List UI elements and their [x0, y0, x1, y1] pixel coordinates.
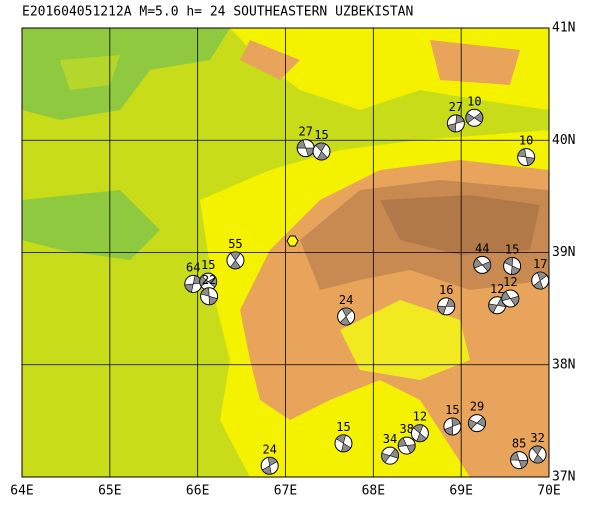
lat-label: 41N	[552, 21, 575, 36]
depth-label: 85	[512, 437, 526, 451]
focal-mechanism	[397, 436, 416, 455]
focal-mechanism	[531, 271, 550, 290]
beachball-compression	[229, 251, 241, 270]
beachball-compression	[501, 290, 520, 307]
beachball-compression	[437, 298, 456, 315]
focal-mechanism	[501, 289, 520, 308]
depth-label: 34	[383, 432, 397, 446]
focal-mechanism	[296, 139, 315, 158]
focal-mechanism	[200, 287, 219, 306]
focal-mechanism	[260, 456, 279, 475]
depth-label: 29	[470, 400, 484, 414]
map-frame	[21, 27, 550, 478]
beachball-compression	[199, 275, 218, 288]
focal-mechanism	[443, 417, 462, 436]
lat-label: 38N	[552, 357, 575, 372]
lat-label: 39N	[552, 245, 575, 260]
focal-mechanism	[184, 274, 203, 293]
depth-label: 24	[339, 293, 353, 307]
focal-mechanism	[528, 445, 547, 464]
beachball-compression	[468, 416, 486, 430]
beachball-compression	[315, 142, 328, 161]
beachball-compression	[447, 114, 465, 133]
depth-label: 22	[202, 273, 216, 287]
lon-label: 70E	[537, 484, 560, 499]
beachball-compression	[503, 257, 521, 275]
lon-label: 64E	[10, 484, 33, 499]
focal-mechanism	[381, 446, 400, 465]
depth-label: 27	[298, 125, 312, 139]
depth-label: 38	[399, 422, 413, 436]
beachball-compression	[339, 307, 353, 326]
depth-label: 27	[449, 100, 463, 114]
focal-mechanism	[510, 451, 529, 470]
focal-mechanism	[446, 114, 465, 133]
depth-label: 12	[490, 282, 504, 296]
beachball-compression	[444, 417, 461, 436]
beachball-compression	[465, 112, 484, 124]
focal-mechanism	[467, 414, 486, 433]
map-title: E201604051212A M=5.0 h= 24 SOUTHEASTERN …	[22, 5, 413, 20]
focal-mechanism	[226, 251, 245, 270]
focal-mechanism	[199, 272, 218, 291]
depth-label: 15	[445, 403, 459, 417]
beachball-compression	[381, 448, 399, 463]
depth-label: 64	[186, 260, 200, 274]
depth-label: 12	[413, 410, 427, 424]
depth-label: 12	[503, 275, 517, 289]
lon-label: 66E	[186, 484, 209, 499]
beachball-compression	[517, 148, 535, 166]
focal-mechanism	[334, 434, 353, 453]
focal-mechanism	[473, 255, 492, 274]
focal-mechanism	[410, 424, 429, 443]
depth-label: 15	[201, 258, 215, 272]
depth-label: 55	[228, 237, 242, 251]
beachball-compression	[412, 424, 427, 442]
depth-label: 15	[314, 128, 328, 142]
depth-label: 10	[519, 134, 533, 148]
beachball-compression	[200, 287, 218, 306]
epicenter-marker	[286, 235, 299, 247]
beachball-compression	[510, 451, 528, 469]
focal-mechanism	[437, 297, 456, 316]
beachball-compression	[397, 437, 416, 454]
lat-label: 37N	[552, 470, 575, 485]
depth-label: 24	[262, 442, 276, 456]
depth-label: 10	[467, 94, 481, 108]
lon-label: 68E	[362, 484, 385, 499]
graticule	[21, 27, 550, 478]
lon-label: 69E	[449, 484, 472, 499]
focal-mechanism	[503, 256, 522, 275]
focal-mechanism	[517, 148, 536, 167]
depth-label: 15	[336, 420, 350, 434]
depth-label: 44	[475, 241, 489, 255]
beachball-compression	[531, 445, 544, 464]
lon-label: 65E	[98, 484, 121, 499]
beachball-compression	[533, 271, 548, 290]
focal-mechanism	[337, 307, 356, 326]
lat-label: 40N	[552, 133, 575, 148]
depth-label: 16	[439, 283, 453, 297]
depth-label: 32	[530, 431, 544, 445]
lon-label: 67E	[274, 484, 297, 499]
beachball-compression	[261, 456, 278, 475]
focal-mechanism	[465, 108, 484, 127]
focal-mechanism	[312, 142, 331, 161]
depth-label: 17	[533, 257, 547, 271]
depth-label: 15	[505, 242, 519, 256]
beachball-compression	[335, 434, 352, 453]
beachball-compression	[473, 258, 492, 272]
